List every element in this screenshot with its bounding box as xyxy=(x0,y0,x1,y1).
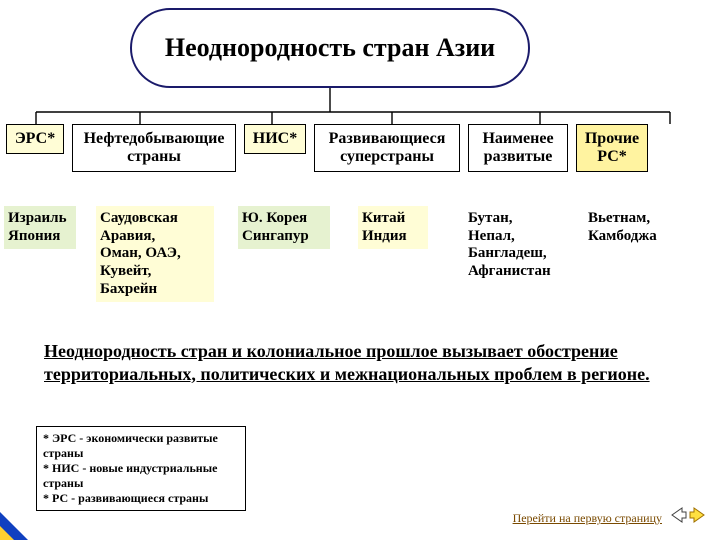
first-page-link[interactable]: Перейти на первую страницу xyxy=(513,511,662,526)
corner-decoration xyxy=(0,512,28,540)
summary-text: Неоднородность стран и колониальное прош… xyxy=(44,340,664,385)
category-box-c1: Нефтедобывающие страны xyxy=(72,124,236,172)
page-title: Неоднородность стран Азии xyxy=(130,8,530,88)
footnote-line: * ЭРС - экономически развитые страны xyxy=(43,431,239,461)
footnote-line: * НИС - новые индустриальные страны xyxy=(43,461,239,491)
category-box-c0: ЭРС* xyxy=(6,124,64,154)
arrow-right-icon[interactable] xyxy=(688,505,708,525)
category-box-c5: Прочие РС* xyxy=(576,124,648,172)
arrow-left-icon[interactable] xyxy=(668,505,688,525)
category-box-c4: Наименее развитые xyxy=(468,124,568,172)
example-cell-e2: Ю. Корея Сингапур xyxy=(238,206,330,249)
nav-arrows[interactable] xyxy=(668,505,708,530)
footnote-line: * РС - развивающиеся страны xyxy=(43,491,239,506)
example-cell-e1: Саудовская Аравия, Оман, ОАЭ, Кувейт, Ба… xyxy=(96,206,214,302)
example-cell-e5: Вьетнам, Камбоджа xyxy=(584,206,684,249)
example-cell-e3: Китай Индия xyxy=(358,206,428,249)
category-row: ЭРС* Нефтедобывающие страны НИС* Развивающи… xyxy=(0,124,720,196)
category-box-c2: НИС* xyxy=(244,124,306,154)
footnote-box: * ЭРС - экономически развитые страны* НИ… xyxy=(36,426,246,511)
category-box-c3: Развивающиеся суперстраны xyxy=(314,124,460,172)
example-cell-e4: Бутан, Непал, Бангладеш, Афганистан xyxy=(464,206,574,285)
example-cell-e0: Израиль Япония xyxy=(4,206,76,249)
